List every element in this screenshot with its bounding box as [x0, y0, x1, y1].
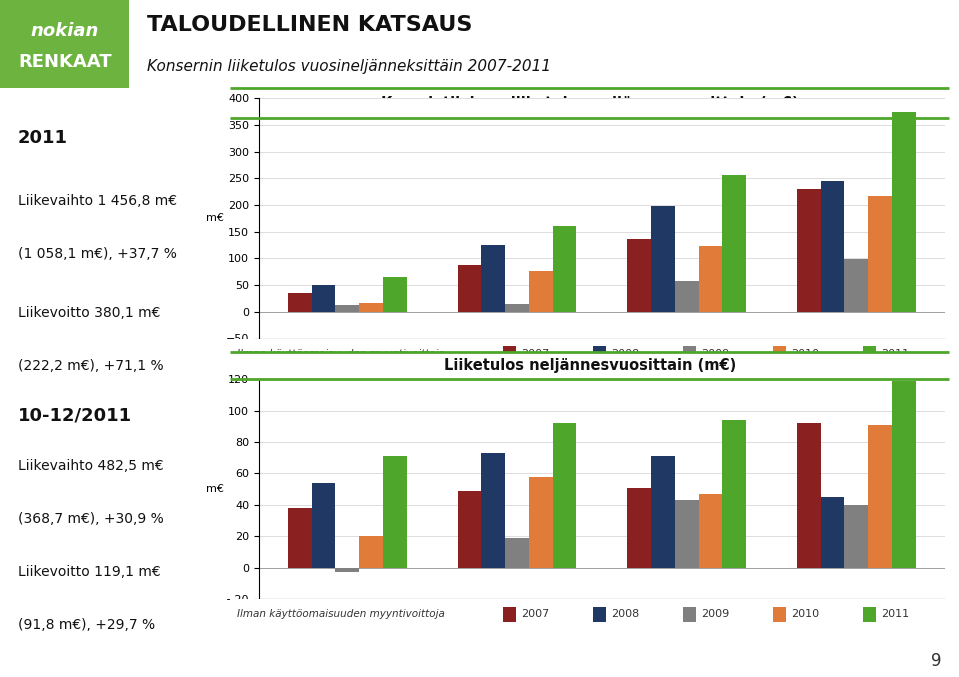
- Bar: [683, 346, 696, 362]
- Text: (222,2 m€), +71,1 %: (222,2 m€), +71,1 %: [18, 359, 164, 373]
- Text: 2010: 2010: [791, 609, 819, 619]
- Bar: [359, 536, 383, 568]
- Text: 2007: 2007: [522, 349, 550, 359]
- Bar: [457, 265, 481, 312]
- Bar: [722, 420, 746, 568]
- Bar: [821, 497, 845, 568]
- Text: (368,7 m€), +30,9 %: (368,7 m€), +30,9 %: [18, 512, 164, 526]
- Text: 10-12/2011: 10-12/2011: [18, 406, 132, 424]
- Y-axis label: m€: m€: [206, 213, 223, 223]
- Bar: [892, 380, 916, 568]
- Text: Ilman käyttöomaisuuden myyntivoittoja: Ilman käyttöomaisuuden myyntivoittoja: [238, 349, 445, 359]
- Text: RENKAAT: RENKAAT: [18, 53, 111, 70]
- Text: Liikevoitto 119,1 m€: Liikevoitto 119,1 m€: [18, 565, 161, 579]
- Bar: [503, 607, 517, 622]
- Text: 2011: 2011: [18, 129, 68, 147]
- Text: TALOUDELLINEN KATSAUS: TALOUDELLINEN KATSAUS: [148, 15, 473, 35]
- Text: Liikevaihto 482,5 m€: Liikevaihto 482,5 m€: [18, 459, 164, 473]
- Bar: [863, 607, 877, 622]
- Text: 2007: 2007: [522, 609, 550, 619]
- Bar: [336, 305, 359, 312]
- Bar: [594, 346, 606, 362]
- Bar: [503, 346, 517, 362]
- Bar: [627, 239, 651, 312]
- Text: (91,8 m€), +29,7 %: (91,8 m€), +29,7 %: [18, 618, 155, 632]
- Bar: [552, 423, 576, 568]
- Bar: [773, 607, 786, 622]
- Text: 2008: 2008: [612, 349, 640, 359]
- Bar: [863, 346, 877, 362]
- Text: (1 058,1 m€), +37,7 %: (1 058,1 m€), +37,7 %: [18, 247, 176, 261]
- Bar: [552, 226, 576, 312]
- Bar: [773, 346, 786, 362]
- Text: Kumulatiivinen liiketulos neljännesvuosittain (m€): Kumulatiivinen liiketulos neljännesvuosi…: [381, 95, 799, 111]
- Bar: [505, 305, 528, 312]
- Text: 9: 9: [931, 652, 942, 670]
- Text: Liikevaihto 1 456,8 m€: Liikevaihto 1 456,8 m€: [18, 194, 177, 208]
- Bar: [359, 303, 383, 312]
- Bar: [868, 196, 892, 312]
- Text: 2009: 2009: [701, 609, 730, 619]
- Text: Konsernin liiketulos vuosineljänneksittäin 2007-2011: Konsernin liiketulos vuosineljänneksittä…: [148, 58, 551, 74]
- Bar: [698, 494, 722, 568]
- Bar: [383, 456, 407, 568]
- Bar: [457, 491, 481, 568]
- Bar: [821, 181, 845, 312]
- Text: 2011: 2011: [881, 609, 909, 619]
- Bar: [336, 568, 359, 573]
- Bar: [651, 456, 675, 568]
- Text: 2010: 2010: [791, 349, 819, 359]
- Bar: [288, 293, 312, 312]
- Bar: [683, 607, 696, 622]
- Bar: [383, 277, 407, 312]
- Bar: [797, 189, 821, 312]
- Bar: [505, 538, 528, 568]
- Text: 2009: 2009: [701, 349, 730, 359]
- Bar: [698, 246, 722, 312]
- Text: Liiketulos neljännesvuosittain (m€): Liiketulos neljännesvuosittain (m€): [444, 358, 736, 373]
- Text: 2008: 2008: [612, 609, 640, 619]
- Bar: [722, 175, 746, 312]
- Bar: [868, 424, 892, 568]
- Bar: [797, 423, 821, 568]
- Bar: [594, 607, 606, 622]
- Bar: [892, 112, 916, 312]
- Bar: [675, 282, 698, 312]
- Text: Ilman käyttöomaisuuden myyntivoittoja: Ilman käyttöomaisuuden myyntivoittoja: [238, 609, 445, 619]
- Bar: [288, 508, 312, 568]
- Bar: [312, 284, 336, 312]
- Bar: [528, 477, 552, 568]
- Bar: [675, 500, 698, 568]
- Bar: [651, 206, 675, 312]
- Bar: [627, 487, 651, 568]
- Bar: [481, 453, 505, 568]
- Bar: [845, 259, 868, 312]
- Bar: [845, 505, 868, 568]
- Bar: [312, 483, 336, 568]
- Bar: [481, 244, 505, 312]
- Bar: [528, 271, 552, 312]
- Text: 2011: 2011: [881, 349, 909, 359]
- Text: Liikevoitto 380,1 m€: Liikevoitto 380,1 m€: [18, 306, 160, 320]
- Text: nokian: nokian: [31, 22, 99, 40]
- Y-axis label: m€: m€: [205, 484, 223, 494]
